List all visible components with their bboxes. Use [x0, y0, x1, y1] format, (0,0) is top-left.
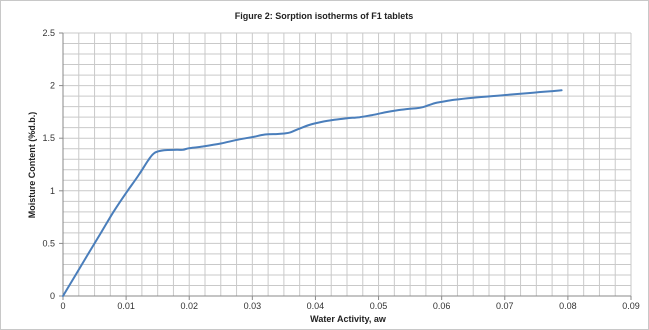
series-line	[62, 89, 563, 297]
x-tick-label: 0.08	[559, 301, 577, 311]
chart-title: Figure 2: Sorption isotherms of F1 table…	[235, 11, 414, 21]
x-tick-label: 0.03	[244, 301, 262, 311]
x-tick-label: 0	[60, 301, 65, 311]
tick-labels: 0 0.01 0.02 0.03 0.04 0.05 0.06 0.07 0.08 0.09 0 0.…	[42, 28, 639, 311]
x-tick-label: 0.09	[622, 301, 640, 311]
x-tick-label: 0.07	[496, 301, 514, 311]
y-tick-label: 0.5	[42, 238, 55, 248]
x-tick-label: 0.05	[370, 301, 388, 311]
y-tick-label: 2	[50, 81, 55, 91]
y-tick-label: 1	[50, 186, 55, 196]
gridlines	[62, 32, 632, 297]
axes	[59, 32, 632, 300]
y-tick-label: 0	[50, 291, 55, 301]
y-tick-label: 2.5	[42, 28, 55, 38]
x-tick-label: 0.02	[180, 301, 198, 311]
x-tick-label: 0.01	[117, 301, 135, 311]
y-axis-label: Moisture Content (%d.b.)	[27, 112, 37, 219]
x-tick-label: 0.06	[433, 301, 451, 311]
x-axis-label: Water Activity, aw	[310, 314, 387, 324]
x-tick-label: 0.04	[307, 301, 325, 311]
y-tick-label: 1.5	[42, 133, 55, 143]
